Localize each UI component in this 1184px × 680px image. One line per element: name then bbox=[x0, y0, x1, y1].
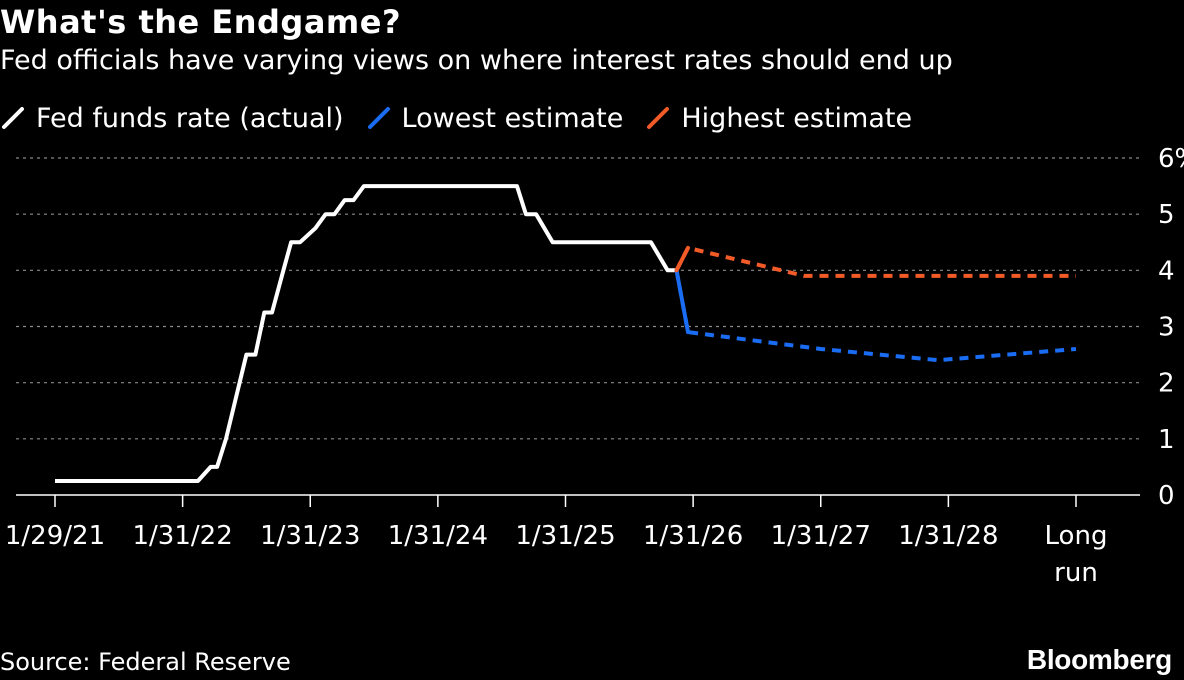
chart-title: What's the Endgame? bbox=[0, 3, 402, 41]
legend-item-lowest: Lowest estimate bbox=[366, 102, 624, 134]
x-tick-label-7: 1/31/28 bbox=[898, 521, 998, 551]
legend-label-highest: Highest estimate bbox=[681, 102, 913, 134]
brand-logo: Bloomberg bbox=[1026, 644, 1172, 675]
x-tick-label-2: 1/31/23 bbox=[260, 521, 360, 551]
legend-swatch-actual bbox=[2, 107, 24, 129]
legend-item-actual: Fed funds rate (actual) bbox=[0, 103, 344, 134]
y-tick-label-4: 4 bbox=[1158, 256, 1175, 286]
y-tick-label-2: 2 bbox=[1158, 369, 1175, 399]
x-tick-label-4: 1/31/25 bbox=[515, 521, 615, 551]
chart-subtitle: Fed officials have varying views on wher… bbox=[0, 45, 953, 76]
x-tick-label-0: 1/29/21 bbox=[5, 521, 105, 551]
x-tick-label-1: 1/31/22 bbox=[133, 521, 233, 551]
y-tick-label-1: 1 bbox=[1158, 425, 1175, 455]
x-tick-label-5: 1/31/26 bbox=[643, 521, 743, 551]
legend-swatch-lowest bbox=[367, 107, 390, 129]
legend-swatch-highest bbox=[647, 107, 670, 129]
x-tick-label-8: Long run bbox=[1045, 521, 1108, 588]
y-tick-label-3: 3 bbox=[1158, 313, 1175, 343]
series-line-highest bbox=[674, 245, 1076, 278]
x-tick-label-3: 1/31/24 bbox=[388, 521, 488, 551]
legend-label-actual: Fed funds rate (actual) bbox=[36, 102, 344, 134]
series-connector-highest bbox=[674, 245, 691, 273]
y-tick-label-0: 0 bbox=[1158, 481, 1175, 511]
series-line-actual bbox=[55, 184, 677, 483]
legend: Fed funds rate (actual) Lowest estimate … bbox=[0, 100, 934, 136]
legend-label-lowest: Lowest estimate bbox=[401, 102, 624, 134]
series-line-lowest bbox=[674, 269, 1077, 363]
line-chart: 0 1 2 3 4 5 6% 1/29/21 1/31/22 1/31/23 1/31/24 1/31… bbox=[5, 144, 1184, 588]
y-tick-label-6: 6% bbox=[1158, 144, 1184, 174]
legend-item-highest: Highest estimate bbox=[645, 103, 912, 134]
series-connector-lowest bbox=[674, 268, 691, 335]
source-note: Source: Federal Reserve bbox=[0, 648, 291, 676]
x-tick-label-6: 1/31/27 bbox=[771, 521, 871, 551]
y-tick-label-5: 5 bbox=[1158, 200, 1175, 230]
